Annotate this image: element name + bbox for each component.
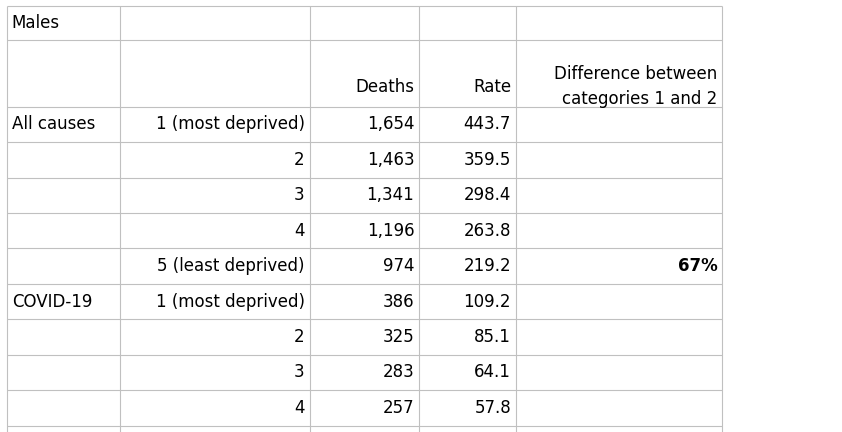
Text: 3: 3	[294, 363, 305, 381]
Text: 1,196: 1,196	[366, 222, 414, 240]
Text: 5 (least deprived): 5 (least deprived)	[157, 257, 305, 275]
Text: COVID-19: COVID-19	[12, 292, 92, 311]
Text: Difference between
categories 1 and 2: Difference between categories 1 and 2	[554, 65, 717, 108]
Text: 1 (most deprived): 1 (most deprived)	[156, 115, 305, 133]
Text: 1,341: 1,341	[366, 186, 414, 204]
Text: 219.2: 219.2	[463, 257, 511, 275]
Text: 3: 3	[294, 186, 305, 204]
Text: 386: 386	[382, 292, 414, 311]
Text: 2: 2	[294, 151, 305, 169]
Text: 4: 4	[295, 399, 305, 417]
Text: 1 (most deprived): 1 (most deprived)	[156, 292, 305, 311]
Text: 263.8: 263.8	[464, 222, 511, 240]
Text: 257: 257	[382, 399, 414, 417]
Text: 4: 4	[295, 222, 305, 240]
Text: 64.1: 64.1	[474, 363, 511, 381]
Text: 974: 974	[383, 257, 414, 275]
Text: 85.1: 85.1	[474, 328, 511, 346]
Text: 1,463: 1,463	[366, 151, 414, 169]
Text: 298.4: 298.4	[464, 186, 511, 204]
Text: Rate: Rate	[473, 78, 511, 95]
Text: 359.5: 359.5	[464, 151, 511, 169]
Text: 283: 283	[382, 363, 414, 381]
Text: All causes: All causes	[12, 115, 95, 133]
Text: 67%: 67%	[678, 257, 717, 275]
Text: 325: 325	[382, 328, 414, 346]
Text: 1,654: 1,654	[367, 115, 414, 133]
Text: Males: Males	[12, 14, 60, 32]
Text: Deaths: Deaths	[355, 78, 414, 95]
Text: 57.8: 57.8	[474, 399, 511, 417]
Text: 2: 2	[294, 328, 305, 346]
Text: 109.2: 109.2	[464, 292, 511, 311]
Text: 443.7: 443.7	[464, 115, 511, 133]
